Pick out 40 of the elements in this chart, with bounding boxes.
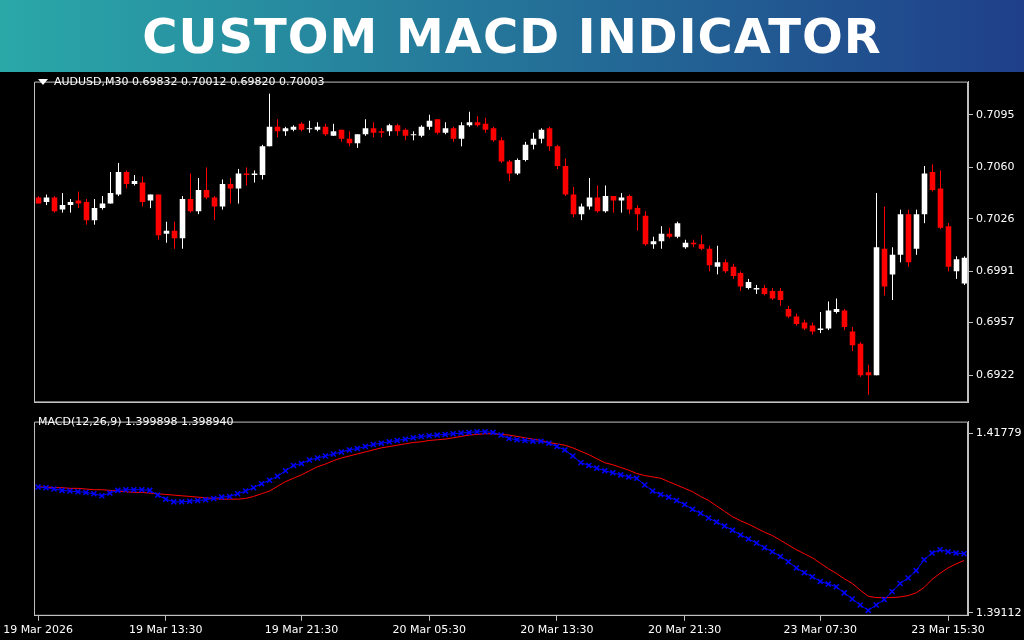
candlestick <box>219 179 226 211</box>
candlestick <box>123 169 130 190</box>
text: CUSTOM MACD INDICATOR <box>142 8 882 64</box>
candlestick <box>243 166 250 187</box>
x-tick-label: 23 Mar 07:30 <box>783 623 858 637</box>
chart-title: MACD(12,26,9) 1.399898 1.398940 <box>38 415 234 428</box>
candlestick <box>227 177 234 205</box>
candlestick <box>115 162 122 197</box>
candlestick <box>203 166 210 200</box>
candlestick <box>554 144 561 170</box>
candlestick <box>235 168 242 205</box>
y-tick-label: 1.39112 <box>976 605 1022 619</box>
candlestick <box>59 192 66 214</box>
chart-title: AUDUSD,M30 0.69832 0.70012 0.69820 0.70003 <box>54 75 325 88</box>
y-tick-label: 0.7060 <box>976 160 1015 174</box>
candlestick <box>251 169 258 184</box>
candlestick <box>714 245 721 275</box>
x-tick-label: 20 Mar 05:30 <box>392 623 466 637</box>
y-tick-label: 1.41779 <box>976 425 1022 439</box>
y-tick-label: 0.7026 <box>976 211 1015 225</box>
candlestick <box>953 255 960 280</box>
candlestick <box>506 159 513 182</box>
candlestick <box>187 172 194 214</box>
y-tick-label: 0.6922 <box>976 368 1015 382</box>
candlestick <box>211 195 218 221</box>
x-tick-label: 19 Mar 21:30 <box>264 623 339 637</box>
x-tick-label: 20 Mar 13:30 <box>520 623 594 637</box>
candlestick <box>586 177 593 211</box>
x-tick-label: 19 Mar 13:30 <box>129 623 203 637</box>
y-tick-label: 0.7095 <box>976 107 1015 121</box>
y-tick-label: 0.6957 <box>976 315 1015 329</box>
candlestick <box>91 198 98 226</box>
y-tick-label: 0.6991 <box>976 264 1015 278</box>
candlestick <box>777 287 784 307</box>
x-tick-label: 19 Mar 2026 <box>3 623 73 637</box>
x-tick-label: 20 Mar 21:30 <box>647 623 722 637</box>
x-tick-label: 23 Mar 15:30 <box>911 623 985 637</box>
candlestick <box>107 171 114 205</box>
candlestick <box>458 121 465 147</box>
candlestick <box>626 194 633 215</box>
